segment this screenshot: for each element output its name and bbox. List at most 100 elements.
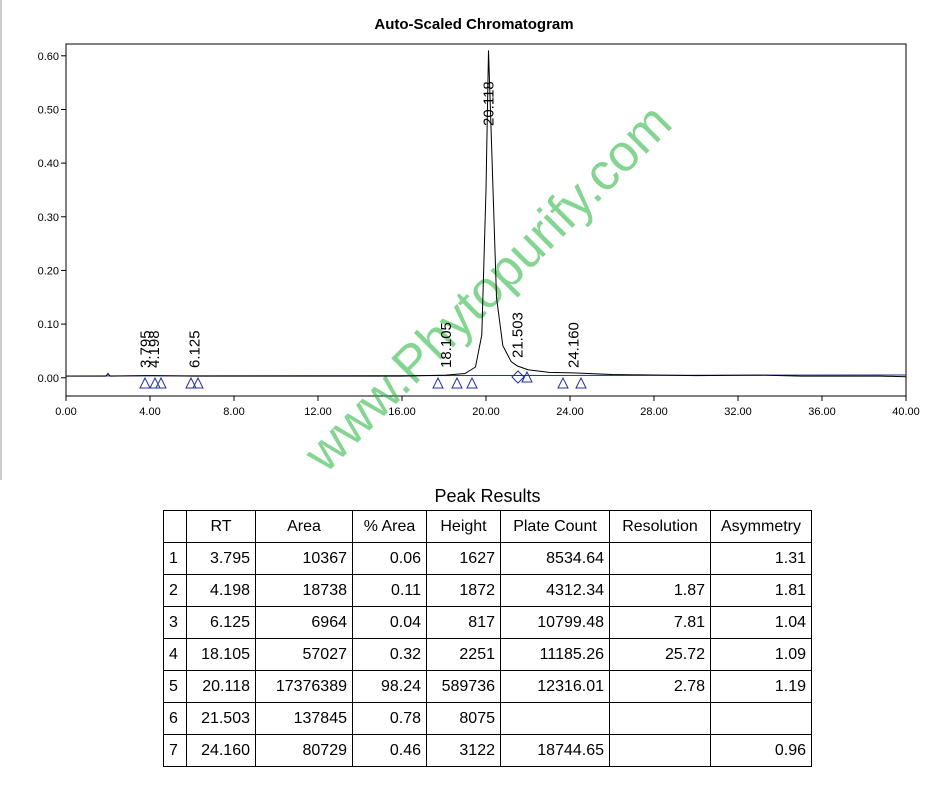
- peak-table: Peak Results RT Area% Area Height Plate Cou…: [163, 483, 812, 767]
- table-cell: 4312.34: [500, 574, 610, 607]
- x-tick-label: 36.00: [808, 406, 836, 418]
- peak-label: 18.105: [438, 322, 455, 368]
- table-cell: RT: [186, 510, 256, 543]
- table-cell: [710, 702, 812, 735]
- table-cell: 1627: [426, 542, 501, 575]
- table-cell: 80729: [255, 734, 353, 767]
- table-cell: 18744.65: [500, 734, 610, 767]
- peak-markers: [139, 370, 587, 389]
- y-tick-label: 0.50: [38, 104, 59, 116]
- table-cell: 98.24: [352, 670, 427, 703]
- table-cell: 0.96: [710, 734, 812, 767]
- table-cell: 6: [163, 702, 187, 735]
- table-cell: 8534.64: [500, 542, 610, 575]
- table-cell: 0.04: [352, 606, 427, 639]
- table-row: 2 4.198 18738 0.11 1872 4312.34 1.87 1.81: [163, 574, 812, 607]
- table-cell: 0.78: [352, 702, 427, 735]
- table-cell: 18738: [255, 574, 353, 607]
- table-cell: 3.795: [186, 542, 256, 575]
- table-cell: 6.125: [186, 606, 256, 639]
- table-cell: 24.160: [186, 734, 256, 767]
- table-cell: 10799.48: [500, 606, 610, 639]
- table-cell: Resolution: [609, 510, 711, 543]
- table-cell: 3122: [426, 734, 501, 767]
- table-cell: 589736: [426, 670, 501, 703]
- table-row: 7 24.160 80729 0.46 3122 18744.65 0.96: [163, 734, 812, 767]
- table-cell: 817: [426, 606, 501, 639]
- table-cell: Asymmetry: [710, 510, 812, 543]
- table-cell: 4: [163, 638, 187, 671]
- table-cell: 7: [163, 734, 187, 767]
- table-cell: 11185.26: [500, 638, 610, 671]
- table-cell: 1.09: [710, 638, 812, 671]
- table-cell: 5: [163, 670, 187, 703]
- table-cell: 1.19: [710, 670, 812, 703]
- x-tick-label: 24.00: [556, 406, 584, 418]
- y-tick-label: 0.10: [38, 319, 59, 331]
- table-row: 6 21.503 137845 0.78 8075: [163, 702, 812, 735]
- table-cell: 0.06: [352, 542, 427, 575]
- table-cell: 3: [163, 606, 187, 639]
- x-tick-label: 40.00: [892, 406, 920, 418]
- peak-label: 24.160: [565, 322, 582, 368]
- peak-label: 21.503: [510, 312, 527, 358]
- chromatogram-line: [66, 50, 907, 378]
- table-cell: 1: [163, 542, 187, 575]
- peak-label: 20.118: [480, 81, 497, 126]
- table-cell: Area: [255, 510, 353, 543]
- table-cell: 137845: [255, 702, 353, 735]
- table-cell: 12316.01: [500, 670, 610, 703]
- x-tick-label: 12.00: [304, 406, 332, 418]
- x-tick-label: 0.00: [55, 406, 76, 418]
- table-cell: 8075: [426, 702, 501, 735]
- table-cell: 18.105: [186, 638, 256, 671]
- y-tick-label: 0.00: [38, 373, 59, 385]
- table-cell: 1.81: [710, 574, 812, 607]
- table-cell: 2.78: [609, 670, 711, 703]
- table-cell: 0.46: [352, 734, 427, 767]
- y-tick-label: 0.20: [38, 265, 59, 277]
- x-tick-label: 4.00: [139, 406, 160, 418]
- table-cell: 2251: [426, 638, 501, 671]
- table-title: Peak Results: [434, 486, 541, 506]
- y-tick-label: 0.60: [38, 51, 59, 63]
- table-cell: 1.31: [710, 542, 812, 575]
- chart: Auto-Scaled Chromatogram www.Phytopurify…: [0, 0, 920, 480]
- x-tick-label: 16.00: [388, 406, 416, 418]
- table-row: 5 20.118 17376389 98.24 589736 12316.01 2.78 1.…: [163, 670, 812, 703]
- table-cell: 4.198: [186, 574, 256, 607]
- table-cell: 1872: [426, 574, 501, 607]
- chart-title: Auto-Scaled Chromatogram: [374, 16, 573, 33]
- table-cell: 7.81: [609, 606, 711, 639]
- x-tick-label: 32.00: [724, 406, 752, 418]
- table-cell: 1.04: [710, 606, 812, 639]
- peak-label: 4.198: [146, 330, 163, 368]
- table-row: 1 3.795 10367 0.06 1627 8534.64 1.31: [163, 542, 812, 575]
- table-cell: 25.72: [609, 638, 711, 671]
- table-cell: 0.11: [352, 574, 427, 607]
- table-row: 3 6.125 6964 0.04 817 10799.48 7.81 1.04: [163, 606, 812, 639]
- table-cell: 2: [163, 574, 187, 607]
- table-cell: [609, 734, 711, 767]
- x-tick-label: 28.00: [640, 406, 668, 418]
- y-tick-label: 0.30: [38, 212, 59, 224]
- table-cell: % Area: [352, 510, 427, 543]
- y-tick-label: 0.40: [38, 158, 59, 170]
- table-cell: 0.32: [352, 638, 427, 671]
- table-cell: 21.503: [186, 702, 256, 735]
- table-cell: Plate Count: [500, 510, 610, 543]
- table-cell: 20.118: [186, 670, 256, 703]
- x-tick-label: 20.00: [472, 406, 500, 418]
- watermark: www.Phytopurify.com: [292, 93, 682, 480]
- table-cell: [609, 702, 711, 735]
- table-cell: [609, 542, 711, 575]
- table-cell: [500, 702, 610, 735]
- table-cell: 1.87: [609, 574, 711, 607]
- table-cell: 10367: [255, 542, 353, 575]
- table-cell: 57027: [255, 638, 353, 671]
- table-row: 4 18.105 57027 0.32 2251 11185.26 25.72 1.09: [163, 638, 812, 671]
- peak-label: 3.795: [138, 330, 155, 368]
- table: RT Area% Area Height Plate Count Resolution A…: [163, 510, 812, 767]
- header-cell: [163, 510, 187, 543]
